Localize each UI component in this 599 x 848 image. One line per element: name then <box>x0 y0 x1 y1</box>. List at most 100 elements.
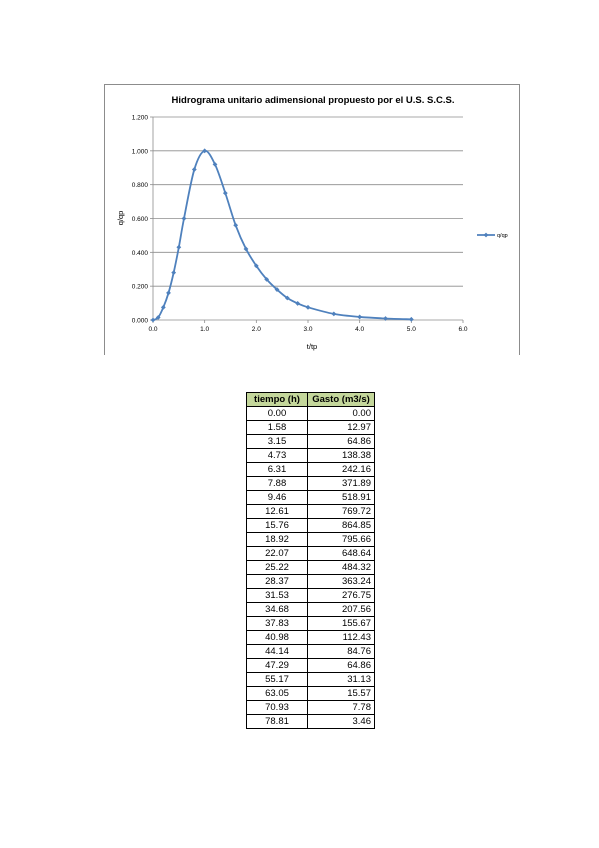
y-tick-label: 0.000 <box>132 318 149 325</box>
legend-marker <box>483 232 489 238</box>
data-point <box>181 216 187 221</box>
table-row: 3.15 64.86 <box>246 434 375 449</box>
time-cell: 9.46 <box>246 490 308 505</box>
discharge-cell: 15.57 <box>307 686 375 701</box>
data-point <box>176 244 182 250</box>
header-time: tiempo (h) <box>246 392 308 407</box>
time-cell: 4.73 <box>246 448 308 463</box>
table-row: 6.31 242.16 <box>246 462 375 477</box>
discharge-cell: 242.16 <box>307 462 375 477</box>
data-point <box>233 222 239 228</box>
table-row: 40.98 112.43 <box>246 630 375 645</box>
data-point <box>284 295 290 301</box>
legend-label: q/qp <box>497 233 508 239</box>
time-cell: 7.88 <box>246 476 308 491</box>
data-point <box>191 167 197 172</box>
time-cell: 25.22 <box>246 560 308 575</box>
x-tick-label: 6.0 <box>458 326 467 333</box>
table-row: 31.53 276.75 <box>246 588 375 603</box>
discharge-cell: 31.13 <box>307 672 375 687</box>
discharge-cell: 7.78 <box>307 700 375 715</box>
discharge-cell: 518.91 <box>307 490 375 505</box>
time-cell: 1.58 <box>246 420 308 435</box>
table-row: 55.17 31.13 <box>246 672 375 687</box>
table-row: 9.46 518.91 <box>246 490 375 505</box>
y-tick-label: 1.200 <box>132 115 149 122</box>
data-point <box>155 315 161 320</box>
discharge-cell: 795.66 <box>307 532 375 547</box>
table-row: 63.05 15.57 <box>246 686 375 701</box>
x-tick-label: 1.0 <box>200 326 209 333</box>
data-point <box>253 263 259 269</box>
x-tick-label: 5.0 <box>407 326 416 333</box>
time-cell: 40.98 <box>246 630 308 645</box>
discharge-cell: 112.43 <box>307 630 375 645</box>
data-point <box>331 311 337 317</box>
y-tick-label: 0.200 <box>132 284 149 291</box>
discharge-cell: 138.38 <box>307 448 375 463</box>
table-row: 47.29 64.86 <box>246 658 375 673</box>
x-tick-label: 3.0 <box>303 326 312 333</box>
time-cell: 3.15 <box>246 434 308 449</box>
discharge-cell: 12.97 <box>307 420 375 435</box>
x-tick-label: 0.0 <box>148 326 157 333</box>
table-header-row: tiempo (h) Gasto (m3/s) <box>246 392 375 407</box>
table-row: 78.81 3.46 <box>246 714 375 729</box>
time-cell: 63.05 <box>246 686 308 701</box>
time-cell: 34.68 <box>246 602 308 617</box>
chart-title: Hidrograma unitario adimensional propues… <box>172 95 455 106</box>
y-tick-label: 0.800 <box>132 182 149 189</box>
data-point <box>171 270 177 276</box>
data-point <box>212 161 218 167</box>
x-tick-label: 2.0 <box>252 326 261 333</box>
discharge-cell: 484.32 <box>307 560 375 575</box>
table-row: 0.00 0.00 <box>246 406 375 421</box>
table-row: 37.83 155.67 <box>246 616 375 631</box>
chart-container: Hidrograma unitario adimensional propues… <box>104 84 520 355</box>
table-row: 22.07 648.64 <box>246 546 375 561</box>
time-cell: 70.93 <box>246 700 308 715</box>
discharge-cell: 3.46 <box>307 714 375 729</box>
table-row: 18.92 795.66 <box>246 532 375 547</box>
data-point <box>150 317 156 323</box>
discharge-cell: 155.67 <box>307 616 375 631</box>
table-row: 15.76 864.85 <box>246 518 375 533</box>
series-line <box>152 149 412 321</box>
table-row: 44.14 84.76 <box>246 644 375 659</box>
discharge-cell: 864.85 <box>307 518 375 533</box>
table-row: 4.73 138.38 <box>246 448 375 463</box>
x-tick-label: 4.0 <box>355 326 364 333</box>
data-point <box>295 301 301 306</box>
discharge-table: tiempo (h) Gasto (m3/s) 0.00 0.00 1.58 12.9… <box>246 392 375 729</box>
data-point <box>408 316 414 322</box>
table-row: 1.58 12.97 <box>246 420 375 435</box>
discharge-cell: 276.75 <box>307 588 375 603</box>
time-cell: 28.37 <box>246 574 308 589</box>
time-cell: 22.07 <box>246 546 308 561</box>
data-point <box>202 148 208 154</box>
discharge-cell: 84.76 <box>307 644 375 659</box>
time-cell: 55.17 <box>246 672 308 687</box>
time-cell: 15.76 <box>246 518 308 533</box>
time-cell: 12.61 <box>246 504 308 519</box>
discharge-cell: 64.86 <box>307 434 375 449</box>
discharge-cell: 363.24 <box>307 574 375 589</box>
time-cell: 6.31 <box>246 462 308 477</box>
time-cell: 37.83 <box>246 616 308 631</box>
y-tick-label: 1.000 <box>132 148 149 155</box>
y-axis-label: q/qp <box>116 211 125 226</box>
table-row: 70.93 7.78 <box>246 700 375 715</box>
data-point <box>166 290 171 296</box>
time-cell: 78.81 <box>246 714 308 729</box>
data-point <box>305 304 311 310</box>
header-discharge: Gasto (m3/s) <box>307 392 375 407</box>
data-point <box>357 314 363 320</box>
discharge-cell: 0.00 <box>307 406 375 421</box>
time-cell: 0.00 <box>246 406 308 421</box>
discharge-cell: 64.86 <box>307 658 375 673</box>
table-row: 34.68 207.56 <box>246 602 375 617</box>
data-point <box>383 316 388 321</box>
time-cell: 18.92 <box>246 532 308 547</box>
time-cell: 31.53 <box>246 588 308 603</box>
discharge-cell: 769.72 <box>307 504 375 519</box>
